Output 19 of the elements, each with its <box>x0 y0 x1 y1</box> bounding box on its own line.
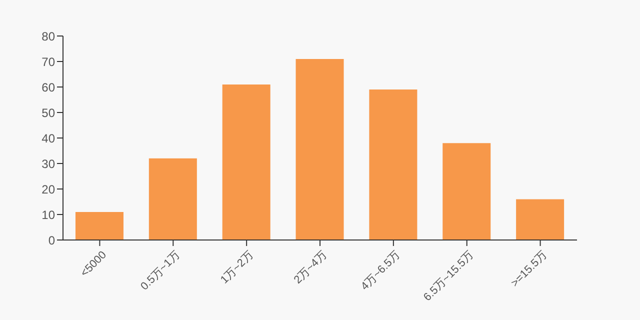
y-tick-label: 80 <box>42 29 56 44</box>
y-tick-label: 70 <box>42 54 56 69</box>
bar <box>296 58 344 240</box>
bar <box>222 84 270 240</box>
y-tick-label: 10 <box>42 208 56 222</box>
y-tick-label: 0 <box>48 233 56 248</box>
y-tick-label: 40 <box>42 131 56 146</box>
bar <box>369 90 418 240</box>
y-tick-label: 30 <box>42 156 56 171</box>
bar <box>148 158 197 240</box>
bar <box>75 212 124 240</box>
y-tick-label: 20 <box>42 182 56 196</box>
bar <box>442 143 491 240</box>
bar <box>516 199 564 240</box>
y-tick-label: 50 <box>42 106 56 120</box>
x-tick-label: 1万~2万 <box>218 249 256 286</box>
x-tick-label: 2万~4万 <box>292 249 330 286</box>
y-tick-label: 60 <box>42 80 56 94</box>
x-tick-label: 0.5万~1万 <box>138 249 182 293</box>
